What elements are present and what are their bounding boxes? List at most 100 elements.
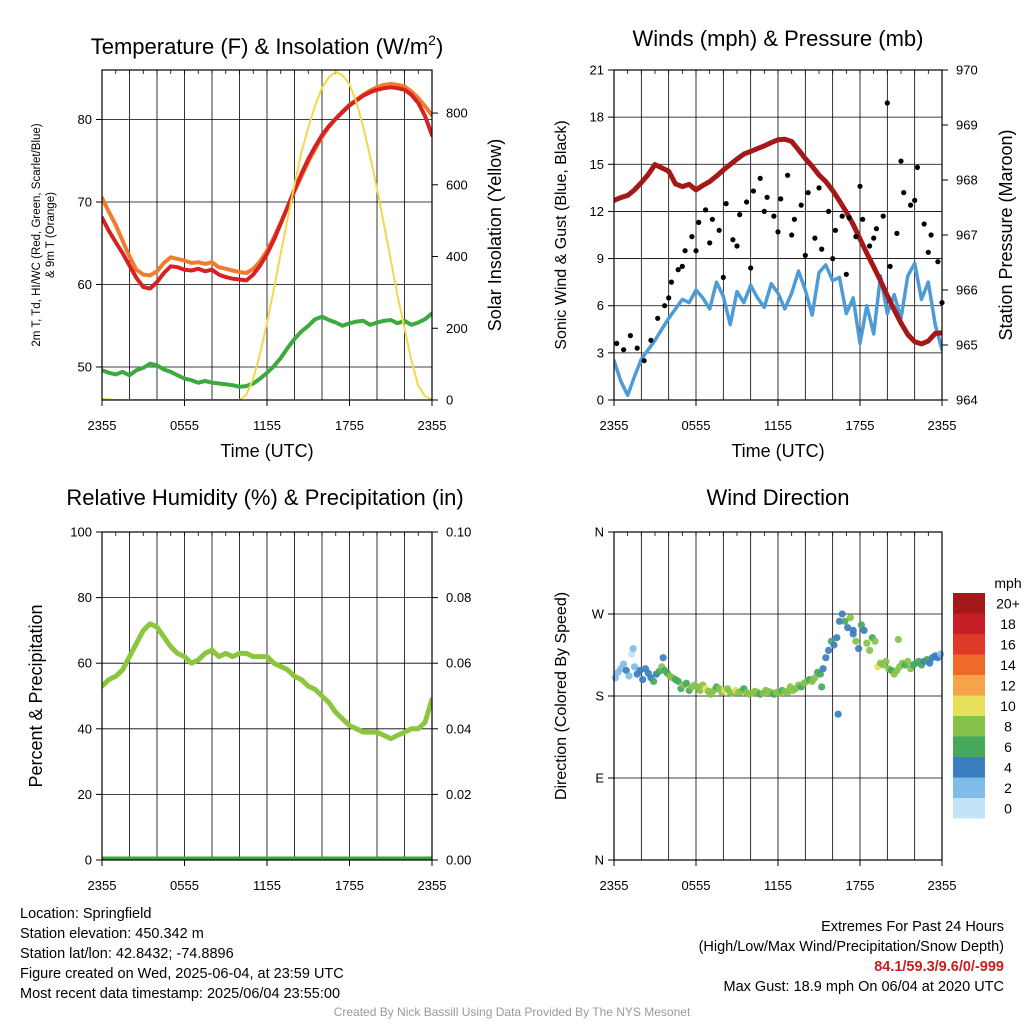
dir-x-tick-label: 1755 — [846, 878, 875, 893]
wind-gust-point — [614, 340, 620, 346]
rh-y-tick-label: 80 — [78, 590, 92, 605]
wind-y-tick-label: 12 — [590, 204, 604, 219]
wind-series-line — [614, 261, 942, 398]
wind-gust-point — [666, 295, 672, 301]
colorbar-swatch — [953, 593, 985, 614]
dir-data-point — [849, 626, 857, 635]
dir-data-point — [682, 679, 691, 687]
temp-chart-title: Temperature (F) & Insolation (W/m2) — [91, 32, 444, 59]
wind-y2-tick-label: 967 — [956, 228, 978, 243]
colorbar-label: 10 — [1000, 698, 1016, 714]
wind-gust-point — [634, 345, 640, 351]
dir-data-point — [894, 635, 902, 644]
wind-gust-point — [798, 202, 804, 208]
wind-gust-point — [921, 221, 927, 227]
dir-data-point — [696, 686, 704, 695]
wind-x-tick-label: 2355 — [600, 418, 629, 433]
temp-x-tick-label: 1155 — [253, 418, 281, 433]
temp-y2-tick-label: 600 — [446, 177, 468, 192]
rh-y-axis-label: Percent & Precipitation — [26, 604, 46, 787]
dir-data-point — [855, 645, 863, 653]
wind-gust-point — [867, 243, 873, 249]
dir-frame — [613, 531, 943, 861]
dir-data-point — [830, 641, 838, 649]
colorbar-swatch — [953, 695, 985, 716]
rh-x-tick-label: 2355 — [88, 878, 117, 893]
wind-y-tick-label: 21 — [590, 63, 604, 78]
wind-x-tick-label: 1755 — [846, 418, 875, 433]
wind-gust-point — [679, 263, 685, 269]
wind-gust-point — [648, 337, 654, 343]
colorbar-swatch — [953, 654, 985, 675]
temp-x-tick-label: 1755 — [335, 418, 364, 433]
dir-chart-title: Wind Direction — [706, 485, 849, 510]
dir-data-point — [857, 621, 866, 629]
dir-y-tick-label: N — [595, 853, 604, 868]
temp-y-tick-label: 50 — [78, 360, 92, 375]
station-elevation: Station elevation: 450.342 m — [20, 926, 204, 942]
dir-data-point — [629, 645, 637, 653]
wind-gust-point — [621, 347, 627, 353]
wind-gust-point — [775, 229, 781, 235]
colorbar-label: 20+ — [996, 595, 1020, 611]
dir-data-point — [630, 663, 639, 671]
rh-y-tick-label: 0 — [85, 853, 92, 868]
rh-y-tick-label: 100 — [70, 525, 92, 540]
rh-y-tick-label: 20 — [78, 787, 92, 802]
wind-gust-point — [832, 227, 839, 233]
wind-gust-point — [709, 216, 716, 222]
dir-y-tick-label: W — [592, 607, 605, 622]
dir-y-tick-label: N — [595, 525, 604, 540]
wind-gust-point — [830, 256, 836, 262]
wind-gust-point — [627, 333, 634, 339]
temp-y2-tick-label: 200 — [446, 321, 468, 336]
wind-gust-point — [734, 243, 740, 249]
wind-gust-point — [935, 259, 941, 265]
rh-series-line — [102, 621, 432, 742]
colorbar-label: 0 — [1004, 800, 1012, 816]
dir-y-axis-label: Direction (Colored By Speed) — [553, 592, 570, 800]
colorbar-swatch — [953, 757, 985, 778]
wind-gust-point — [682, 248, 688, 254]
rh-x-tick-label: 1155 — [253, 878, 281, 893]
wind-gust-point — [789, 232, 795, 238]
extremes-values: 84.1/59.3/9.6/0/-999 — [874, 959, 1004, 975]
wind-gust-point — [839, 213, 845, 219]
dir-data-point — [882, 657, 890, 666]
wind-gust-point — [720, 274, 726, 280]
rh-y2-tick-label: 0.00 — [446, 853, 471, 868]
dir-data-point — [625, 672, 633, 680]
colorbar-swatch — [953, 736, 985, 757]
wind-gust-point — [689, 234, 695, 240]
wind-gust-point — [908, 202, 914, 208]
dir-data-point — [835, 617, 844, 625]
dir-data-point — [819, 665, 827, 673]
dir-data-point — [818, 683, 826, 691]
dir-data-point — [871, 637, 879, 645]
wind-gust-point — [675, 267, 681, 273]
temp-y2-tick-label: 800 — [446, 106, 468, 121]
wind-gust-point — [761, 208, 767, 214]
dir-x-tick-label: 1155 — [764, 878, 792, 893]
wind-y2-tick-label: 970 — [956, 63, 978, 78]
station-location: Location: Springfield — [20, 906, 152, 922]
wind-gust-point — [887, 263, 893, 269]
rh-y-tick-label: 60 — [78, 656, 92, 671]
dir-data-point — [904, 657, 912, 666]
dir-data-point — [937, 650, 945, 658]
dir-data-point — [816, 670, 825, 678]
dir-x-tick-label: 2355 — [600, 878, 629, 893]
dir-data-point — [811, 674, 819, 682]
wind-gust-point — [668, 279, 675, 285]
colorbar-label: 12 — [1000, 677, 1016, 693]
rh-x-tick-label: 1755 — [335, 878, 364, 893]
temp-x-axis-label: Time (UTC) — [220, 441, 313, 461]
rh-y2-tick-label: 0.10 — [446, 525, 471, 540]
temp-frame — [101, 69, 433, 401]
dir-data-point — [860, 626, 868, 635]
colorbar-label: 18 — [1000, 616, 1016, 632]
dir-y-tick-label: S — [595, 689, 604, 704]
wind-x-axis-label: Time (UTC) — [731, 441, 824, 461]
wind-gust-point — [723, 201, 729, 207]
